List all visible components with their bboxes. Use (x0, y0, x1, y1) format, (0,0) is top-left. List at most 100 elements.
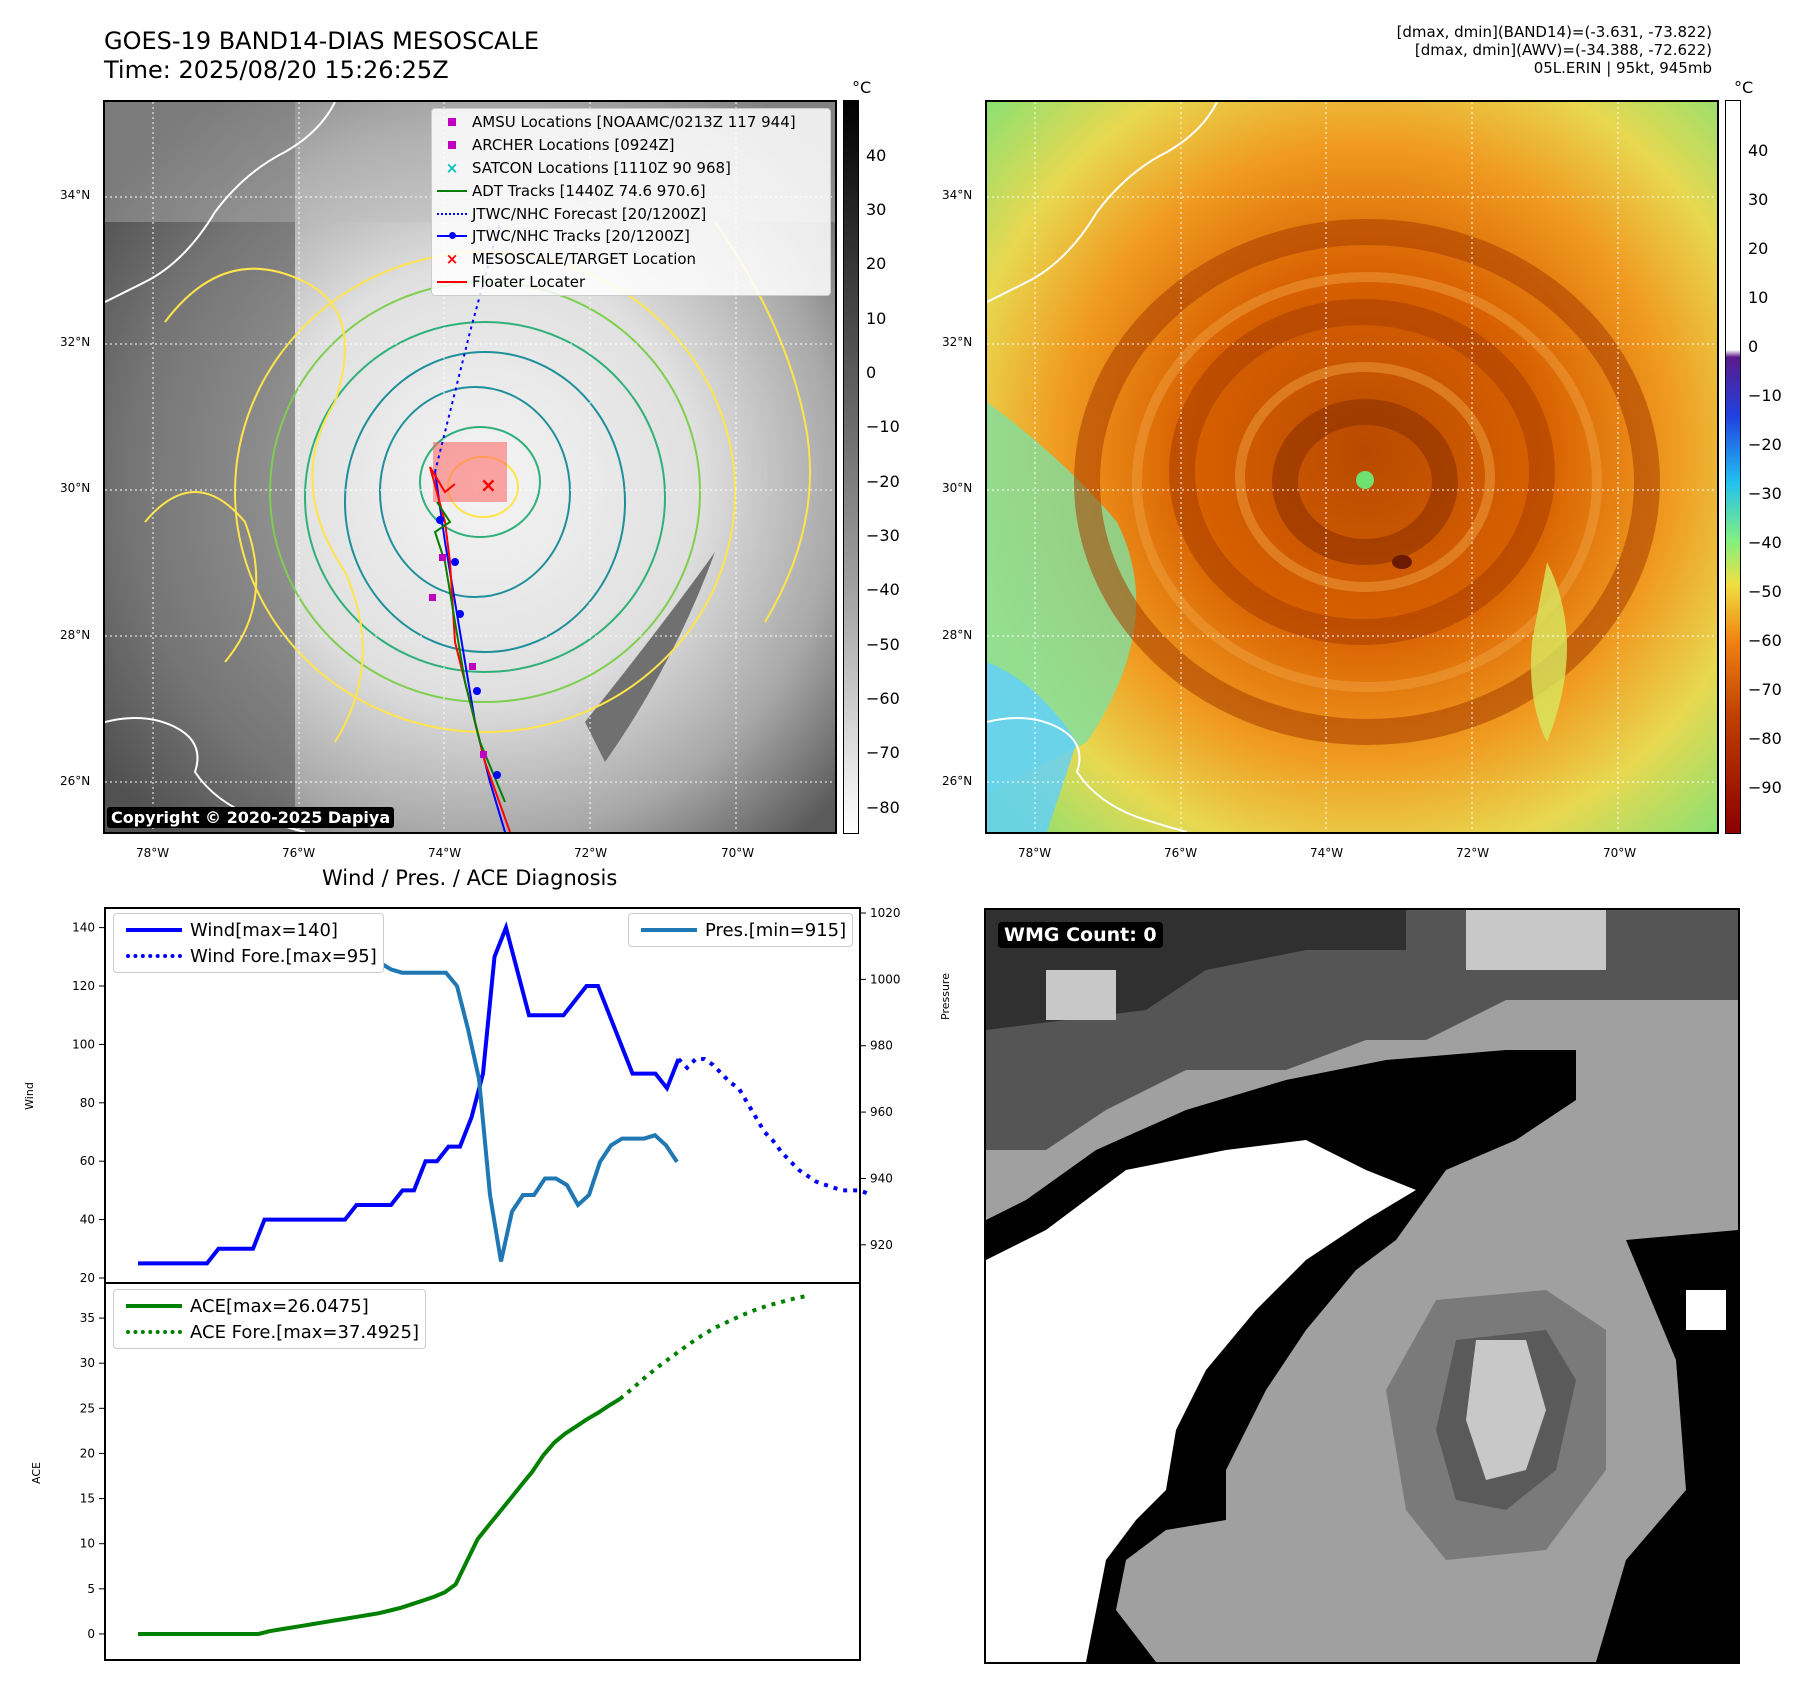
pressure-tick-label: 1020 (870, 906, 900, 920)
wind-tick-label: 60 (80, 1154, 95, 1168)
stats-awv: [dmax, dmin](AWV)=(-34.388, -72.622) (1414, 41, 1712, 59)
legend-item-target: × MESOSCALE/TARGET Location (432, 248, 830, 271)
colorbar-tick: 0 (866, 363, 877, 382)
lat-label: 26°N (60, 774, 91, 788)
colorbar-tick: −30 (866, 526, 900, 545)
legend-pressure: Pres.[min=915] (635, 917, 846, 943)
ace-tick-label: 20 (80, 1446, 95, 1460)
colorbar-tick: 30 (866, 200, 887, 219)
legend-item-adt: ADT Tracks [1440Z 74.6 970.6] (432, 179, 830, 202)
colorbar-tick: −40 (866, 580, 900, 599)
colorbar-tick: −20 (866, 472, 900, 491)
legend-item-satcon: × SATCON Locations [1110Z 90 968] (432, 157, 830, 180)
wind-tick-label: 40 (80, 1213, 95, 1227)
x-marker-icon: × (445, 250, 459, 269)
ace-line (138, 1397, 622, 1636)
colorbar-tick: −90 (1748, 778, 1782, 797)
legend-wind: Wind[max=140] (120, 917, 377, 943)
lat-label: 34°N (942, 188, 973, 202)
square-marker-icon (432, 141, 472, 150)
colorbar-tick: 40 (866, 146, 887, 165)
wmg-count-badge: WMG Count: 0 (998, 922, 1163, 948)
title-product: GOES-19 BAND14-DIAS MESOSCALE (104, 27, 540, 55)
colorbar-unit: °C (852, 78, 872, 97)
title-time: Time: 2025/08/20 15:26:25Z (104, 56, 449, 84)
colorbar-tick: 40 (1748, 141, 1769, 160)
wind-tick-label: 120 (72, 979, 95, 993)
stats-storm: 05L.ERIN | 95kt, 945mb (1533, 59, 1712, 77)
colorbar-tick: −50 (866, 635, 900, 654)
wind-tick-label: 20 (80, 1271, 95, 1285)
legend-ace-forecast: ACE Fore.[max=37.4925] (120, 1319, 419, 1345)
diagnosis-title: Wind / Pres. / ACE Diagnosis (322, 866, 618, 890)
line-dot-icon (432, 232, 472, 240)
lat-label: 28°N (942, 628, 973, 642)
colorbar-tick: 0 (1748, 337, 1759, 356)
pressure-tick-label: 960 (870, 1105, 893, 1119)
colorbar-tick: −10 (866, 417, 900, 436)
wind-forecast-line (677, 1057, 869, 1196)
colorbar-left (843, 100, 859, 834)
colorbar-tick: 20 (866, 254, 887, 273)
colorbar-right (1725, 100, 1741, 834)
colorbar-tick: −80 (866, 798, 900, 817)
lon-label: 72°W (574, 846, 608, 860)
square-marker-icon (432, 118, 472, 127)
lon-label: 70°W (1603, 846, 1637, 860)
lon-label: 74°W (1310, 846, 1344, 860)
awv-map-image (987, 102, 1717, 832)
stats-band14: [dmax, dmin](BAND14)=(-3.631, -73.822) (1396, 23, 1712, 41)
colorbar-tick: 30 (1748, 190, 1769, 209)
colorbar-tick: −70 (866, 743, 900, 762)
colorbar-tick: 10 (866, 309, 887, 328)
colorbar-tick: −50 (1748, 582, 1782, 601)
pressure-legend: Pres.[min=915] (628, 913, 854, 947)
ace-tick-label: 25 (80, 1401, 95, 1415)
pressure-tick-label: 1000 (870, 972, 900, 986)
lon-label: 78°W (136, 846, 170, 860)
colorbar-tick: −60 (866, 689, 900, 708)
wind-tick-label: 140 (72, 921, 95, 935)
wind-line (138, 921, 681, 1266)
legend-wind-forecast: Wind Fore.[max=95] (120, 943, 377, 969)
ace-tick-label: 30 (80, 1356, 95, 1370)
wind-axis-label: Wind (23, 1082, 36, 1110)
copyright-badge: Copyright © 2020-2025 Dapiya (107, 807, 395, 828)
ace-forecast-line (618, 1293, 810, 1401)
legend-ace: ACE[max=26.0475] (120, 1293, 419, 1319)
map-legend: AMSU Locations [NOAAMC/0213Z 117 944] AR… (431, 108, 831, 297)
lat-label: 30°N (60, 481, 91, 495)
lon-label: 72°W (1456, 846, 1490, 860)
wmg-image (986, 910, 1738, 1662)
colorbar-tick: −30 (1748, 484, 1782, 503)
lon-label: 70°W (721, 846, 755, 860)
lon-label: 76°W (282, 846, 316, 860)
pressure-axis-label-text: Pressure (939, 973, 952, 1020)
ace-tick-label: 5 (87, 1582, 95, 1596)
wind-legend: Wind[max=140] Wind Fore.[max=95] (113, 913, 384, 973)
lon-label: 76°W (1164, 846, 1198, 860)
lon-label: 74°W (428, 846, 462, 860)
colorbar-tick: −70 (1748, 680, 1782, 699)
figure-title: GOES-19 BAND14-DIAS MESOSCALE Time: 2025… (104, 27, 539, 85)
colorbar-tick: 10 (1748, 288, 1769, 307)
lat-label: 34°N (60, 188, 91, 202)
colorbar-tick: 20 (1748, 239, 1769, 258)
colorbar-unit: °C (1734, 78, 1754, 97)
colorbar-tick: −10 (1748, 386, 1782, 405)
line-icon (432, 280, 472, 283)
awv-map-panel (985, 100, 1719, 834)
colorbar-tick: −20 (1748, 435, 1782, 454)
legend-item-tracks: JTWC/NHC Tracks [20/1200Z] (432, 225, 830, 248)
legend-item-floater: Floater Locater (432, 271, 830, 294)
colorbar-tick: −80 (1748, 729, 1782, 748)
x-marker-icon: × (445, 158, 459, 177)
ace-axis-label: ACE (30, 1462, 43, 1484)
wind-tick-label: 100 (72, 1037, 95, 1051)
wind-tick-label: 80 (80, 1096, 95, 1110)
pressure-tick-label: 940 (870, 1171, 893, 1185)
pressure-tick-label: 920 (870, 1238, 893, 1252)
line-icon (432, 189, 472, 192)
ace-tick-label: 35 (80, 1311, 95, 1325)
